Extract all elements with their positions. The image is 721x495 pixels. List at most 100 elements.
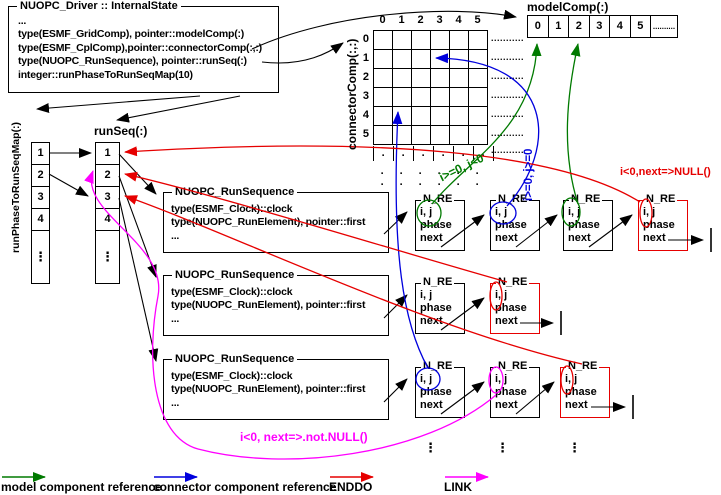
nre-next: next xyxy=(420,232,443,244)
runseq-ellipsis-cell: ⋮ xyxy=(101,249,114,264)
nre-next: next xyxy=(643,232,666,244)
legend-connector-ref: connector component reference xyxy=(153,480,337,494)
nre-phase: phase xyxy=(495,219,527,231)
col-header: 4 xyxy=(455,14,462,26)
runphase-map-array: 1 2 3 4 ⋮ xyxy=(31,142,50,284)
nre-box-r3-2: N_RE i, j phase next xyxy=(490,360,540,418)
internal-state-box: NUOPC_Driver :: InternalState ... type(E… xyxy=(8,0,279,93)
column-ellipsis: ⋮ xyxy=(424,440,437,455)
run-sequence-box-1: NUOPC_RunSequence type(ESMF_Clock)::cloc… xyxy=(163,185,389,253)
internal-state-line: type(ESMF_CplComp),pointer::connectorCom… xyxy=(18,41,262,54)
run-sequence-line: ... xyxy=(171,312,180,325)
nre-phase: phase xyxy=(568,219,600,231)
runphase-ellipsis-cell: ⋮ xyxy=(34,249,47,264)
modelcomp-array: 0 1 2 3 4 5 .......... xyxy=(527,15,678,38)
runseq-cell: 4 xyxy=(96,209,119,231)
run-sequence-line: type(NUOPC_RunElement), pointer::first xyxy=(171,383,366,396)
run-sequence-line: ... xyxy=(171,229,180,242)
nre-box-r2-2-end: N_RE i, j phase next xyxy=(490,276,540,334)
modelcomp-cell: 1 xyxy=(549,16,569,37)
col-header: 0 xyxy=(379,14,386,26)
nre-ij: i, j xyxy=(420,373,433,385)
nre-ij: i, j xyxy=(495,206,508,218)
run-sequence-line: type(ESMF_Clock)::clock xyxy=(171,370,293,382)
nre-phase: phase xyxy=(420,219,452,231)
run-sequence-title: NUOPC_RunSequence xyxy=(172,268,298,282)
row-header: 2 xyxy=(362,71,369,83)
runseq-cell: 1 xyxy=(96,143,119,165)
nre-title: N_RE xyxy=(496,276,530,289)
run-sequence-box-3: NUOPC_RunSequence type(ESMF_Clock)::cloc… xyxy=(163,352,389,420)
matrix-row-overflow: ........... xyxy=(491,145,525,155)
nre-title: N_RE xyxy=(421,360,455,373)
connector-ref-annotation: i>=0, j>=0 xyxy=(523,148,535,201)
modelcomp-cell: 4 xyxy=(610,16,631,37)
nre-box-r1-1: N_RE i, j phase next xyxy=(415,193,465,251)
nre-title: N_RE xyxy=(644,193,678,206)
matrix-col-headers: 0 1 2 3 4 5 xyxy=(373,14,487,26)
nre-phase: phase xyxy=(420,302,452,314)
connectorcomp-matrix-grid xyxy=(373,30,488,145)
internal-state-title: NUOPC_Driver :: InternalState xyxy=(17,0,181,13)
nre-box-r1-4-end: N_RE i, j phase next xyxy=(638,193,688,251)
runphase-cell: 1 xyxy=(32,143,49,165)
nre-ij: i, j xyxy=(568,206,581,218)
nre-next: next xyxy=(495,315,518,327)
runseq-array: 1 2 3 4 ⋮ xyxy=(95,142,120,284)
nre-next: next xyxy=(568,232,591,244)
matrix-row-overflow: ........... xyxy=(491,109,525,119)
matrix-row-overflow: ........... xyxy=(491,71,525,81)
run-sequence-title: NUOPC_RunSequence xyxy=(172,352,298,366)
internal-state-line: ... xyxy=(18,15,27,27)
internal-state-line: integer::runPhaseToRunSeqMap(10) xyxy=(18,68,193,81)
nre-phase: phase xyxy=(643,219,675,231)
run-sequence-title: NUOPC_RunSequence xyxy=(172,185,298,199)
row-header: 1 xyxy=(362,52,369,64)
matrix-row-overflow: ........... xyxy=(491,128,525,138)
runphase-map-label: runPhaseToRunSeqMap(:) xyxy=(10,121,22,253)
modelcomp-cell: 3 xyxy=(590,16,610,37)
nre-next: next xyxy=(495,399,518,411)
nre-phase: phase xyxy=(495,386,527,398)
run-sequence-line: type(NUOPC_RunElement), pointer::first xyxy=(171,299,366,312)
runphase-cell: 4 xyxy=(32,209,49,231)
modelcomp-label: modelComp(:) xyxy=(527,0,609,14)
link-notnull-annotation: i<0, next=>.not.NULL() xyxy=(240,430,368,444)
run-sequence-line: type(ESMF_Clock)::clock xyxy=(171,203,293,215)
internal-state-body: ... type(ESMF_GridComp), pointer::modelC… xyxy=(9,7,278,82)
col-header: 2 xyxy=(417,14,424,26)
nre-ij: i, j xyxy=(420,289,433,301)
modelcomp-overflow-cell: .......... xyxy=(652,22,676,31)
nre-ij: i, j xyxy=(495,289,508,301)
nre-ij: i, j xyxy=(643,206,656,218)
runphase-cell: 2 xyxy=(32,165,49,187)
run-sequence-box-2: NUOPC_RunSequence type(ESMF_Clock)::cloc… xyxy=(163,268,389,336)
legend-enddo: ENDDO xyxy=(329,480,373,494)
nre-ij: i, j xyxy=(565,373,578,385)
column-ellipsis: ⋮ xyxy=(568,440,581,455)
matrix-row-overflow: ........... xyxy=(491,33,525,43)
nre-box-r3-1: N_RE i, j phase next xyxy=(415,360,465,418)
run-sequence-line: ... xyxy=(171,396,180,409)
nre-phase: phase xyxy=(420,386,452,398)
enddo-null-annotation: i<0,next=>NULL() xyxy=(620,166,711,178)
connectorcomp-label: connectorComp(:,:) xyxy=(345,38,359,150)
internal-state-line: type(NUOPC_RunSequence), pointer::runSeq… xyxy=(18,55,247,68)
nre-next: next xyxy=(420,399,443,411)
nre-next: next xyxy=(495,232,518,244)
runphase-cell: 3 xyxy=(32,187,49,209)
matrix-dots-row xyxy=(373,175,487,193)
nre-phase: phase xyxy=(565,386,597,398)
nre-next: next xyxy=(420,315,443,327)
nre-title: N_RE xyxy=(421,276,455,289)
nre-box-r2-1: N_RE i, j phase next xyxy=(415,276,465,334)
nre-box-r3-3-end: N_RE i, j phase next xyxy=(560,360,610,418)
matrix-row-overflow: ........... xyxy=(491,52,525,62)
matrix-row-overflow: ........... xyxy=(491,90,525,100)
modelcomp-cell: 0 xyxy=(528,16,549,37)
row-header: 3 xyxy=(362,90,369,102)
legend-model-ref: model component reference xyxy=(1,480,162,494)
col-header: 3 xyxy=(436,14,443,26)
run-sequence-line: type(ESMF_Clock)::clock xyxy=(171,286,293,298)
